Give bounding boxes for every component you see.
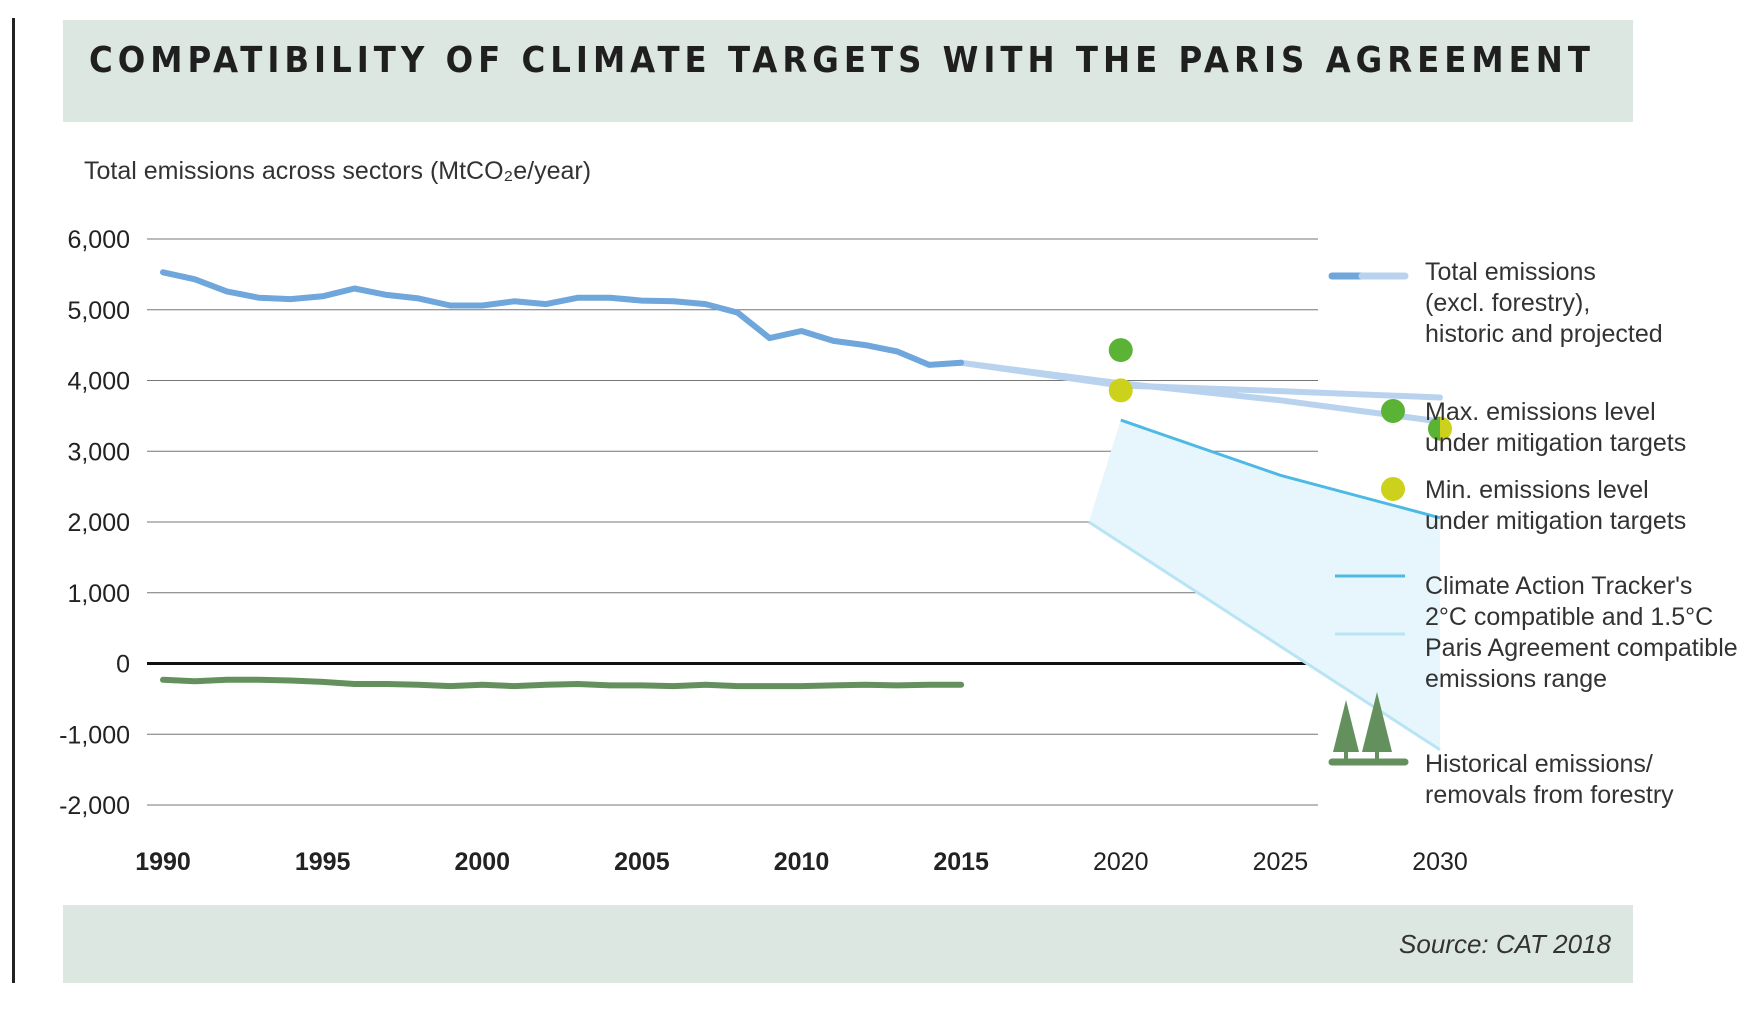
x-tick-label: 2015 xyxy=(933,848,989,876)
x-tick-label: 1990 xyxy=(135,848,191,876)
y-axis-label: Total emissions across sectors (MtCO₂e/y… xyxy=(84,157,591,185)
y-tick-labels: 6,000 5,000 4,000 3,000 2,000 1,000 0 -1,000 -2,… xyxy=(59,226,130,820)
x-tick-label: 2005 xyxy=(614,848,670,876)
legend: Total emissions (excl. forestry), historic… xyxy=(1328,258,1738,809)
legend-range-swatch xyxy=(1338,576,1404,634)
y-tick-label: 1,000 xyxy=(67,580,130,608)
x-tick-label: 2000 xyxy=(454,848,510,876)
x-tick-label: 2020 xyxy=(1093,848,1149,876)
legend-label: (excl. forestry), xyxy=(1425,289,1590,317)
max-target-dot xyxy=(1428,416,1440,441)
legend-label: Total emissions xyxy=(1425,258,1596,286)
source-note: Source: CAT 2018 xyxy=(1399,929,1611,959)
y-tick-label: 4,000 xyxy=(67,368,130,396)
y-tick-label: 3,000 xyxy=(67,438,130,466)
cat-2c-upper-line xyxy=(1120,418,1441,520)
legend-label: 2°C compatible and 1.5°C xyxy=(1425,603,1713,631)
legend-label: Paris Agreement compatible xyxy=(1425,634,1738,662)
cat-range-area xyxy=(1088,420,1440,750)
y-tick-label: -1,000 xyxy=(59,721,130,749)
y-tick-label: 5,000 xyxy=(67,297,130,325)
legend-label: Historical emissions/ xyxy=(1425,750,1653,778)
legend-label: under mitigation targets xyxy=(1425,507,1686,535)
legend-min-dot xyxy=(1381,477,1405,501)
legend-label: Max. emissions level xyxy=(1425,398,1656,426)
x-tick-label: 1995 xyxy=(295,848,351,876)
legend-label: Climate Action Tracker's xyxy=(1425,572,1692,600)
legend-max-dot xyxy=(1381,399,1405,423)
historic-emissions-line xyxy=(160,269,965,368)
title-bar: COMPATIBILITY OF CLIMATE TARGETS WITH TH… xyxy=(63,20,1633,122)
y-tick-label: 2,000 xyxy=(67,509,130,537)
y-tick-label: -2,000 xyxy=(59,792,130,820)
source-bar: Source: CAT 2018 xyxy=(63,905,1633,983)
tree-icon-large xyxy=(1362,692,1392,752)
tree-icon-large-trunk xyxy=(1375,752,1379,762)
chart-title: COMPATIBILITY OF CLIMATE TARGETS WITH TH… xyxy=(89,40,1595,81)
projected-lower-line xyxy=(958,359,1443,425)
x-tick-label: 2030 xyxy=(1412,848,1468,876)
legend-label: historic and projected xyxy=(1425,320,1663,348)
x-tick-labels: 1990 1995 2000 2005 2010 2015 2020 2025 2030 xyxy=(135,848,1468,876)
legend-label: under mitigation targets xyxy=(1425,429,1686,457)
legend-label: Min. emissions level xyxy=(1425,476,1649,504)
max-target-dot xyxy=(1108,338,1133,363)
tree-icon-small-trunk xyxy=(1344,752,1348,762)
chart-marks xyxy=(160,269,1452,752)
legend-label: removals from forestry xyxy=(1425,781,1674,809)
min-target-dot xyxy=(1440,416,1452,441)
left-rule xyxy=(12,18,15,983)
x-tick-label: 2010 xyxy=(774,848,830,876)
tree-icon xyxy=(1333,692,1392,762)
y-tick-label: 6,000 xyxy=(67,226,130,254)
forestry-emissions-line xyxy=(160,676,965,690)
x-tick-label: 2025 xyxy=(1253,848,1309,876)
legend-label: emissions range xyxy=(1425,665,1607,693)
y-tick-label: 0 xyxy=(116,651,130,679)
min-target-dot xyxy=(1108,378,1133,403)
tree-icon-small xyxy=(1333,700,1359,752)
